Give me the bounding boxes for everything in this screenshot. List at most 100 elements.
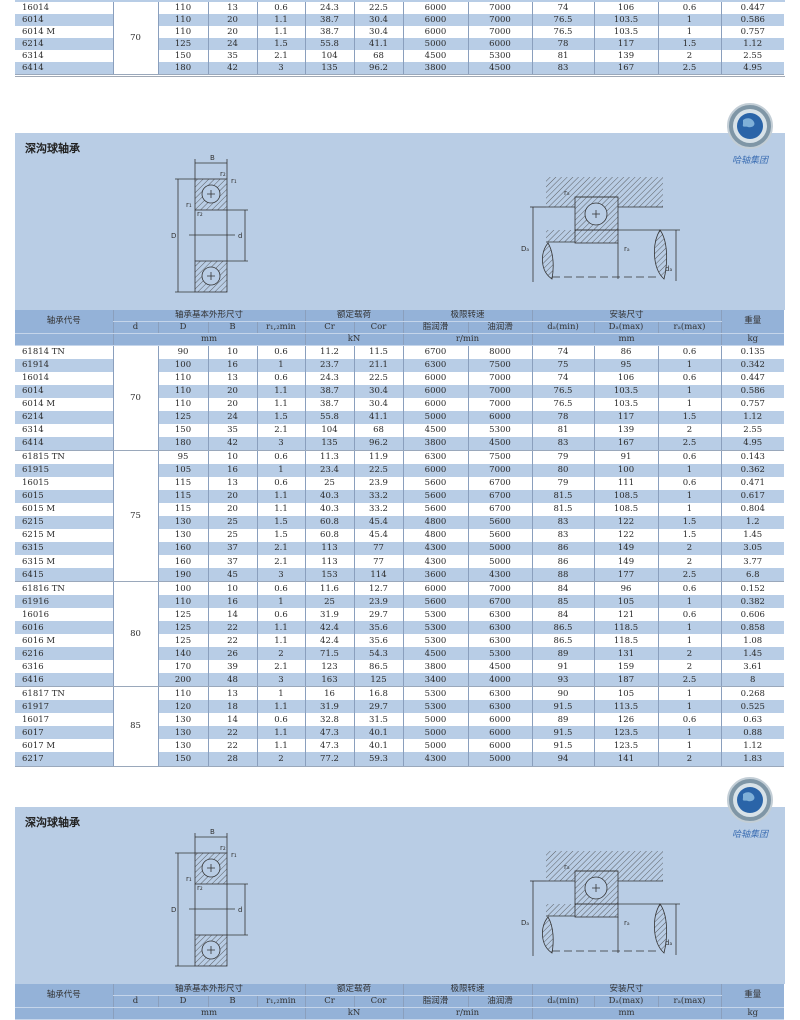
table-cell: 1 — [657, 385, 721, 399]
table-cell: 20 — [207, 26, 257, 38]
table-cell: 1.5 — [256, 38, 305, 50]
table-cell: 39 — [207, 660, 257, 674]
unit-mount: mm — [531, 333, 721, 346]
table-cell: 103.5 — [593, 398, 658, 412]
table-cell: 41.1 — [353, 38, 403, 50]
table-row: 6017 M 130 22 1.1 47.3 40.1 5000 6000 91.5 123.5 1… — [15, 739, 784, 753]
table-cell: 1 — [256, 359, 305, 373]
table-cell: 103.5 — [593, 14, 658, 26]
table-row: 6314 150 35 2.1 104 68 4500 5300 81 139 2 2.55 — [15, 50, 784, 62]
table-cell: 1 — [657, 398, 721, 412]
table-cell: 104 — [304, 50, 354, 62]
table-cell: 2.5 — [657, 437, 721, 452]
col-group-dims: 轴承基本外形尺寸 — [112, 984, 305, 996]
table-cell: 0.6 — [256, 608, 305, 622]
table-cell: 1.5 — [256, 516, 305, 530]
table-cell: 6000 — [402, 372, 468, 386]
table-cell: 7500 — [467, 450, 532, 465]
table-row: 6215 130 25 1.5 60.8 45.4 4800 5600 83 122 1.5 1.2 — [15, 516, 784, 530]
table-cell: 81.5 — [531, 503, 594, 517]
col-header: B — [207, 995, 257, 1008]
bearing-code: 6314 — [22, 50, 44, 61]
table-cell: 131 — [593, 647, 658, 661]
table-cell: 1.1 — [256, 503, 305, 517]
table-cell: 2 — [657, 555, 721, 569]
table-cell: 150 — [157, 424, 208, 438]
table-row: 6014 110 20 1.1 38.7 30.4 6000 7000 76.5 103.5 1 0.… — [15, 14, 784, 26]
table-cell: 7000 — [467, 398, 532, 412]
divider — [15, 76, 785, 77]
table-cell: 37 — [207, 542, 257, 556]
table-cell: 6000 — [402, 26, 468, 38]
table-cell: 35 — [207, 424, 257, 438]
table-cell: 40.1 — [353, 726, 403, 740]
table-cell: 11.3 — [304, 450, 354, 465]
table-cell: 81 — [531, 50, 594, 62]
table-cell: 2.1 — [256, 555, 305, 569]
col-group-mount: 安装尺寸 — [531, 984, 721, 996]
table-cell: 0.586 — [720, 14, 784, 26]
table-cell: 83 — [531, 62, 594, 75]
label-r1: r₁ — [231, 851, 237, 859]
table-cell: 5300 — [402, 621, 468, 635]
table-cell: 139 — [593, 424, 658, 438]
table-cell: 3400 — [402, 673, 468, 688]
table-cell: 79 — [531, 450, 594, 465]
table-cell: 0.6 — [657, 345, 721, 360]
table-cell: 125 — [157, 608, 208, 622]
table-cell: 117 — [593, 411, 658, 425]
table-cell: 0.6 — [256, 581, 305, 596]
table-cell: 32.8 — [304, 713, 354, 727]
table-cell: 3.61 — [720, 660, 784, 674]
col-header-code: 轴承代号 — [15, 984, 113, 1008]
col-group-speed: 极限转速 — [402, 984, 532, 996]
table-cell: 2 — [256, 752, 305, 767]
table-cell: 5300 — [402, 608, 468, 622]
table-row: 6014 M 110 20 1.1 38.7 30.4 6000 7000 76.5 103.5 1… — [15, 398, 784, 412]
bearing-globe-logo-icon — [727, 777, 773, 823]
table-cell: 1.5 — [256, 411, 305, 425]
table-cell: 13 — [207, 477, 257, 491]
table-cell: 1.5 — [657, 516, 721, 530]
bearing-code: 6214 — [15, 38, 113, 50]
table-cell: 135 — [304, 437, 354, 452]
table-cell: 5000 — [467, 555, 532, 569]
table-cell: 81 — [531, 424, 594, 438]
col-group-dims: 轴承基本外形尺寸 — [112, 310, 305, 322]
table-cell: 113 — [304, 542, 354, 556]
table-row: 16016 125 14 0.6 31.9 29.7 5300 6300 84 121 0.6 0.6… — [15, 608, 784, 622]
bearing-code: 61815 TN — [22, 452, 65, 463]
table-row: 6316 170 39 2.1 123 86.5 3800 4500 91 159 2 3.61 — [15, 660, 784, 674]
table-cell: 6000 — [402, 2, 468, 14]
table-cell: 5300 — [402, 634, 468, 648]
table-cell: 85 — [531, 595, 594, 609]
table-cell: 37 — [207, 555, 257, 569]
table-cell: 22 — [207, 726, 257, 740]
table-cell: 77 — [353, 542, 403, 556]
table-cell: 2.5 — [657, 62, 721, 75]
col-header: Cor — [353, 995, 403, 1008]
table-cell: 5000 — [402, 713, 468, 727]
table-cell: 111 — [593, 477, 658, 491]
table-cell: 187 — [593, 673, 658, 688]
col-group-load: 额定载荷 — [304, 984, 403, 996]
table-cell: 110 — [157, 595, 208, 609]
table-cell: 91 — [531, 660, 594, 674]
table-cell: 30.4 — [353, 398, 403, 412]
table-cell: 3600 — [402, 568, 468, 583]
table-cell: 41.1 — [353, 411, 403, 425]
bearing-code: 6017 — [15, 726, 113, 740]
table-cell: 6000 — [402, 14, 468, 26]
table-cell: 21.1 — [353, 359, 403, 373]
table-cell: 4800 — [402, 516, 468, 530]
unit-weight: kg — [720, 1007, 784, 1020]
table-cell: 130 — [157, 726, 208, 740]
table-cell: 1.5 — [657, 529, 721, 543]
table-cell: 40.1 — [353, 739, 403, 753]
table-cell: 0.858 — [720, 621, 784, 635]
table-cell: 35.6 — [353, 634, 403, 648]
table-cell: 1.45 — [720, 529, 784, 543]
table-row: 6015 M 115 20 1.1 40.3 33.2 5600 6700 81.5 108.5 1… — [15, 503, 784, 517]
table-cell: 0.471 — [720, 477, 784, 491]
